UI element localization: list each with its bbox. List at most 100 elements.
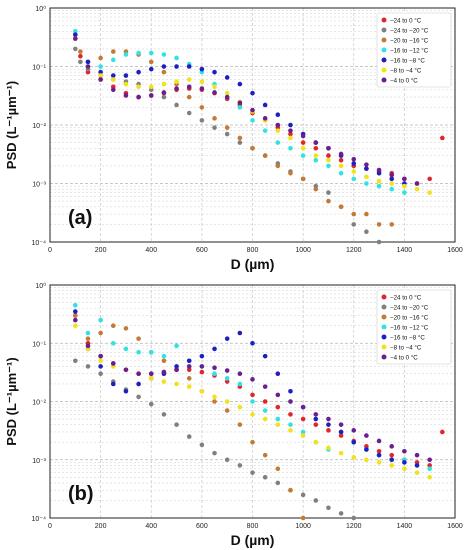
data-point [313, 439, 319, 445]
data-point [275, 371, 281, 377]
data-point [288, 399, 293, 404]
data-point [250, 118, 255, 123]
data-point [148, 84, 154, 90]
data-point [212, 394, 217, 400]
data-point [186, 364, 192, 369]
data-point [313, 412, 319, 417]
data-point [338, 511, 344, 516]
data-point [250, 470, 255, 475]
data-point [212, 69, 217, 75]
data-point [275, 163, 281, 169]
data-point [186, 64, 192, 69]
legend-marker [381, 304, 387, 310]
data-point [136, 69, 141, 75]
data-point [288, 170, 293, 176]
legend-label: −16 to −8 °C [390, 335, 425, 342]
data-point [250, 412, 255, 417]
data-point [98, 371, 103, 377]
data-point [414, 452, 420, 458]
data-point [98, 69, 103, 75]
legend-label: −16 to −8 °C [390, 58, 425, 65]
series-3 [73, 313, 306, 521]
data-point [199, 353, 205, 359]
data-point [186, 384, 192, 389]
data-point [427, 463, 432, 468]
data-point [262, 128, 268, 133]
data-point [73, 28, 78, 34]
data-point [262, 102, 268, 108]
data-point [326, 163, 331, 169]
data-point [174, 86, 179, 91]
data-point [351, 161, 357, 166]
data-point [123, 73, 129, 78]
data-point [389, 444, 395, 449]
data-point [250, 90, 255, 96]
data-point [338, 422, 344, 427]
data-point [427, 466, 432, 472]
data-point [212, 125, 217, 130]
data-point [262, 452, 268, 458]
data-point [300, 515, 306, 521]
data-point [364, 162, 369, 167]
data-point [98, 358, 103, 364]
data-point [212, 399, 217, 404]
data-point [85, 64, 91, 69]
y-tick-label: 10⁻⁴ [32, 240, 47, 247]
data-point [174, 64, 179, 69]
data-point [186, 77, 192, 82]
y-tick-label: 10⁻⁴ [32, 516, 47, 523]
data-point [427, 190, 432, 195]
data-point [174, 79, 179, 84]
data-point [250, 145, 255, 151]
x-tick-label: 1200 [346, 523, 362, 530]
data-point [376, 452, 382, 458]
data-point [148, 401, 154, 407]
data-point [224, 75, 230, 80]
data-point [85, 330, 91, 336]
data-point [275, 392, 281, 398]
data-point [402, 448, 407, 454]
data-point [148, 50, 154, 56]
data-point [300, 140, 306, 145]
data-point [402, 190, 407, 195]
y-tick-label: 10⁻³ [32, 182, 46, 189]
data-point [364, 229, 369, 234]
data-point [199, 388, 205, 394]
data-point [262, 384, 268, 389]
data-point [326, 157, 331, 163]
y-tick-label: 10⁰ [35, 282, 46, 290]
data-point [338, 433, 344, 438]
data-point [161, 379, 167, 384]
data-point [351, 515, 357, 521]
series-4 [73, 28, 407, 195]
data-point [161, 94, 167, 100]
data-point [250, 439, 255, 445]
legend-marker [381, 314, 387, 320]
legend-box [376, 12, 452, 88]
data-point [110, 87, 116, 93]
data-point [161, 90, 167, 95]
data-point [351, 428, 357, 433]
legend-marker [381, 354, 387, 360]
data-point [136, 371, 141, 377]
x-tick-label: 1200 [346, 247, 362, 254]
data-point [224, 368, 230, 373]
chart-panel: 10⁰ 10⁻¹ 10⁻² 10⁻³ 10⁻⁴0 200 400 600 800 1000 1200… [4, 282, 463, 548]
data-point [110, 57, 116, 63]
data-point [110, 381, 116, 387]
data-point [212, 371, 217, 377]
data-point [186, 367, 192, 373]
legend: −24 to 0 °C −24 to −20 °C −20 to −16 °C −16… [376, 12, 452, 88]
y-tick-label: 10⁻² [32, 400, 46, 407]
data-point [389, 452, 395, 458]
data-point [300, 404, 306, 410]
data-point [389, 186, 395, 192]
x-tick-label: 200 [95, 247, 107, 254]
data-point [136, 381, 141, 387]
data-point [364, 174, 369, 180]
x-tick-label: 600 [196, 523, 208, 530]
data-point [199, 66, 205, 72]
data-point [440, 429, 445, 435]
data-point [326, 153, 331, 158]
